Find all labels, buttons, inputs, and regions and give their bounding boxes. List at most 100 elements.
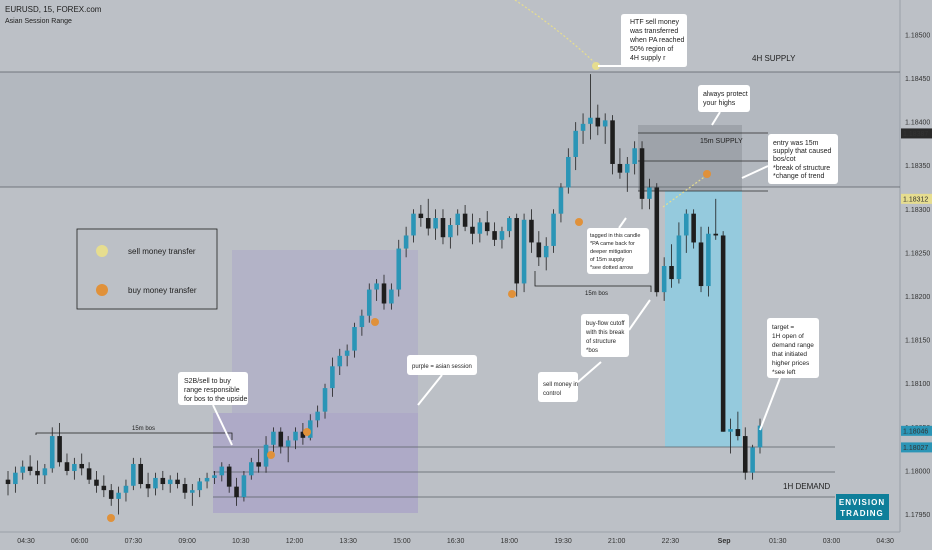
protect-note-line-2: your highs [703,100,736,107]
candle-bull [197,481,202,491]
candle-bear [5,479,11,485]
candle-bull [566,156,571,188]
y-tick-label: 1.18000 [905,468,930,475]
htf-note-line-2: was transferred [629,28,678,35]
candle-bull [728,429,733,432]
candle-bear [595,117,601,127]
candle-bull [204,477,210,482]
candle-bull [42,468,48,476]
entry-note-line-2: supply that caused [773,148,831,155]
buyflow-note-callout: buy-flow cutoff with this break of struc… [581,299,651,357]
y-tick-label: 1.18350 [905,163,930,170]
htf-note-line-4: 50% region of [630,46,673,53]
x-tick-label: 12:00 [286,538,304,545]
candle-bull [322,388,328,412]
legend-buy-label: buy money transfer [128,286,197,295]
buyflow-note-line-3: of structure [586,339,617,345]
y-tick-label: 1.18250 [905,250,930,257]
candle-bull [625,163,630,173]
candle-bull [661,266,667,293]
price-tag-label: 1.18312 [903,196,928,203]
x-tick-label: 18:00 [501,538,519,545]
target-note-line-4: that initiated [772,351,807,358]
candle-bear [536,242,542,258]
tagged-note-line-1: tagged in this candle [590,233,640,239]
buy-money-dot-4 [371,318,379,326]
candle-bull [676,235,682,280]
candle-bear [691,213,696,243]
y-tick-label: 1.17950 [905,512,930,519]
supply-4h-label: 4H SUPPLY [752,54,796,63]
candle-bear [300,431,306,438]
candle-bull [477,222,483,234]
bos-mid-label: 15m bos [585,291,608,297]
candle-bull [403,235,409,249]
target-note-line-6: *see left [772,369,796,376]
candle-bear [698,242,704,287]
buyflow-note-line-4: *bos [586,348,598,354]
candle-bear [182,484,188,493]
candle-bear [713,233,719,236]
candle-bull [455,213,461,226]
x-tick-label: 01:30 [769,538,787,545]
price-tag-bg [901,425,932,436]
entry-note-callout: entry was 15m supply that caused bos/cot… [741,134,838,184]
legend-sell-label: sell money transfer [128,247,196,256]
candle-bull [344,350,350,356]
candle-bear [86,468,92,480]
candle-bull [359,315,365,328]
candle-bear [418,213,424,219]
supply-15m-zone [638,125,742,191]
candle-bear [35,470,40,476]
candle-bull [271,431,276,445]
legend: sell money transfer buy money transfer [76,228,218,310]
target-note-callout: target = 1H open of demand range that in… [759,318,819,431]
candle-bear [101,485,107,491]
candle-bear [462,213,468,227]
bos-mid-line [534,271,652,292]
x-tick-label: 22:30 [662,538,680,545]
s2b-note-line-3: for bos to the upside [184,396,248,403]
candle-bull [757,425,763,448]
price-tag-label: 1.18046 [903,428,928,435]
candle-bull [352,327,357,351]
entry-note-line-3: bos/cot [773,156,796,163]
candle-bull [507,218,512,232]
purple-note-text: purple = asian session [412,364,472,370]
symbol-title: EURUSD, 15, FOREX.com [5,5,102,14]
candle-bull [588,117,593,124]
candles-group [5,74,763,515]
price-tags: 1.18387 1.18312 1.18046 1.18027 [901,128,932,453]
x-tick-label: 09:00 [178,538,196,545]
brand-bottom: TRADING [840,509,883,518]
candle-bear [514,218,519,284]
candle-bear [669,266,674,280]
x-tick-label: 06:00 [71,538,89,545]
candle-bull [131,463,136,486]
buy-money-dot-5 [508,290,516,298]
price-tag-bg [901,128,932,139]
candle-bull [263,444,269,467]
candle-bear [381,283,387,304]
legend-sell-dot [96,245,108,257]
candle-bear [440,218,446,238]
candle-bull [20,466,26,473]
candle-bull [647,187,652,199]
candle-bear [138,463,143,485]
candle-bear [226,466,232,487]
htf-note-line-5: 4H supply r [630,55,666,62]
buy-money-dot-2 [267,451,275,459]
candle-bear [654,187,660,293]
s2b-note-line-1: S2B/sell to buy [184,378,231,385]
candle-bear [160,477,166,485]
purple-note-callout: purple = asian session [407,355,477,406]
x-tick-label: 19:30 [554,538,572,545]
candle-bear [145,484,151,489]
candle-bear [108,490,114,499]
y-tick-label: 1.18100 [905,381,930,388]
buyflow-note-line-1: buy-flow cutoff [586,321,625,327]
candle-bull [411,213,416,236]
target-note-line-5: higher prices [772,360,810,367]
